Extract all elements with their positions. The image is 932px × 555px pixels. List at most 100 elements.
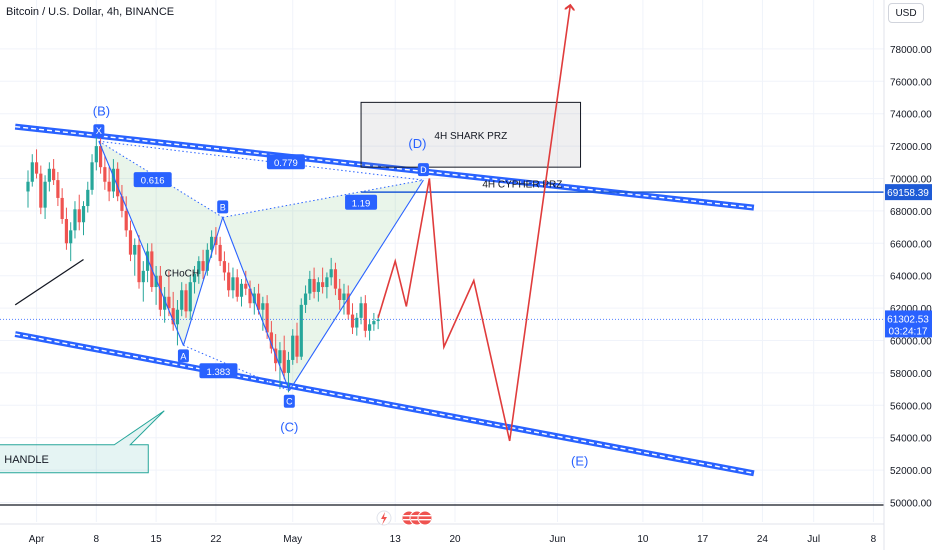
candle-body bbox=[256, 293, 261, 310]
candle-body bbox=[167, 296, 171, 309]
wave-label: (C) bbox=[280, 419, 298, 434]
pattern-point-c bbox=[283, 394, 295, 408]
pattern-ratio-line-AC bbox=[183, 344, 290, 392]
shark-prz-label: 4H SHARK PRZ bbox=[434, 131, 507, 142]
us-flag-stripe bbox=[419, 519, 431, 521]
pattern-point-a bbox=[177, 349, 189, 363]
candle-body bbox=[321, 282, 325, 288]
candle-body bbox=[342, 293, 346, 300]
candle-body bbox=[180, 290, 184, 310]
candle-body bbox=[141, 270, 145, 283]
candle-body bbox=[64, 219, 69, 244]
us-flag-stripe bbox=[403, 519, 415, 521]
candle-body bbox=[333, 269, 338, 289]
candle-body bbox=[325, 277, 329, 288]
us-flag-stripe bbox=[411, 515, 423, 517]
time-axis-tick-label: 13 bbox=[390, 534, 402, 545]
ratio-badge-value: 0.616 bbox=[141, 176, 165, 187]
candle-body bbox=[372, 321, 376, 325]
candle-body bbox=[137, 244, 141, 283]
pattern-point-label-b: B bbox=[220, 202, 226, 212]
candle-body bbox=[316, 282, 320, 292]
candle-body bbox=[350, 314, 355, 328]
current-price-countdown: 03:24:17 bbox=[889, 326, 928, 337]
candle-body bbox=[227, 272, 231, 291]
candle-body bbox=[107, 181, 111, 192]
candle-body bbox=[338, 288, 342, 300]
ratio-badge-value: 0.779 bbox=[274, 158, 298, 169]
candle-body bbox=[359, 303, 363, 318]
candle-body bbox=[43, 181, 47, 208]
handle-trend-line bbox=[14, 258, 84, 306]
candle-body bbox=[244, 283, 248, 289]
ratio-badge-value: 1.19 bbox=[352, 198, 371, 209]
pattern-point-label-c: C bbox=[286, 397, 293, 407]
candle-body bbox=[154, 275, 158, 288]
pattern-leg-BC bbox=[222, 217, 290, 391]
ratio-badge-value: 1.383 bbox=[207, 367, 231, 378]
time-axis-tick-label: 15 bbox=[151, 534, 163, 545]
ratio-badge bbox=[345, 194, 378, 210]
candle-body bbox=[278, 350, 282, 364]
candle-body bbox=[56, 180, 60, 198]
currency-button[interactable]: USD bbox=[888, 3, 924, 23]
handle-label: HANDLE bbox=[4, 454, 49, 466]
ratio-badge bbox=[199, 363, 238, 379]
candle-body bbox=[295, 335, 299, 357]
current-price-badge bbox=[885, 310, 932, 338]
time-axis-tick-label: 24 bbox=[757, 534, 769, 545]
pattern-point-label-a: A bbox=[180, 351, 186, 361]
wave-label: (B) bbox=[93, 103, 110, 118]
price-axis-tick-label: 66000.00 bbox=[890, 239, 932, 250]
candle-body bbox=[124, 210, 128, 231]
candle-body bbox=[210, 236, 214, 250]
candle-body bbox=[103, 167, 107, 182]
time-axis-tick-label: 22 bbox=[210, 534, 222, 545]
time-axis-tick-label: May bbox=[283, 534, 302, 545]
candle-body bbox=[235, 277, 239, 297]
cypher-prz-label: 4H CYPHER PRZ bbox=[482, 179, 562, 190]
candle-body bbox=[77, 209, 81, 223]
candle-body bbox=[355, 317, 359, 328]
indicator-icons bbox=[376, 510, 433, 526]
candle-body bbox=[34, 162, 39, 174]
price-axis-tick-label: 76000.00 bbox=[890, 77, 932, 88]
candle-body bbox=[90, 162, 94, 190]
time-axis-tick-label: Apr bbox=[29, 534, 45, 545]
candle-body bbox=[308, 278, 312, 294]
price-axis-tick-label: 64000.00 bbox=[890, 272, 932, 283]
time-axis-tick-label: 10 bbox=[637, 534, 649, 545]
price-axis-tick-label: 56000.00 bbox=[890, 401, 932, 412]
candle-body bbox=[184, 290, 188, 312]
price-axis-tick-label: 62000.00 bbox=[890, 304, 932, 315]
us-flag-stripe bbox=[419, 515, 431, 517]
candle-body bbox=[329, 269, 333, 278]
current-price-value: 61302.53 bbox=[887, 314, 929, 325]
candle-body bbox=[346, 293, 350, 315]
pattern-leg-CD bbox=[288, 179, 424, 392]
candle-body bbox=[47, 168, 51, 182]
choch-label: CHoCH bbox=[165, 268, 199, 279]
candle-body bbox=[145, 251, 150, 271]
price-axis-tick-label: 68000.00 bbox=[890, 207, 932, 218]
time-axis-tick-label: 20 bbox=[449, 534, 461, 545]
candle-body bbox=[376, 319, 380, 322]
shark-prz-box bbox=[360, 101, 582, 168]
price-axis-tick-label: 58000.00 bbox=[890, 369, 932, 380]
candle-body bbox=[363, 303, 367, 331]
time-axis-tick-label: 8 bbox=[94, 534, 100, 545]
price-axis-tick-label: 74000.00 bbox=[890, 110, 932, 121]
candle-body bbox=[60, 197, 64, 219]
candle-body bbox=[163, 296, 167, 310]
candle-body bbox=[86, 189, 90, 207]
price-axis-tick-label: 70000.00 bbox=[890, 175, 932, 186]
wave-label: (D) bbox=[408, 136, 426, 151]
pattern-point-b bbox=[217, 200, 229, 214]
wave-label: (E) bbox=[571, 453, 588, 468]
candle-body bbox=[201, 261, 205, 271]
candle-body bbox=[81, 206, 86, 223]
candle-body bbox=[120, 196, 124, 211]
candle-body bbox=[265, 303, 269, 333]
candle-body bbox=[312, 278, 316, 292]
